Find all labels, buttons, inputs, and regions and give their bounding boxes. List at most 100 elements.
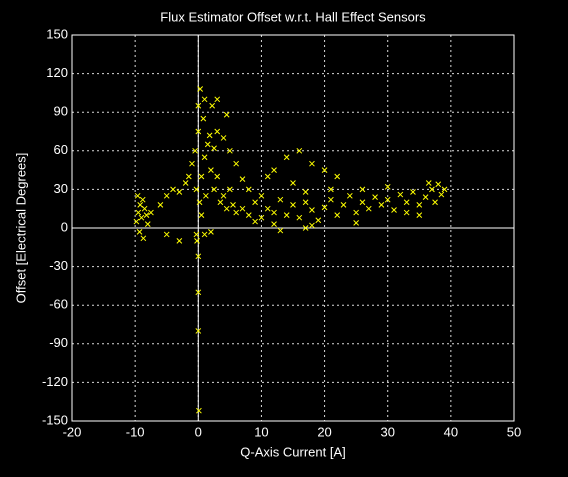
x-tick-label: 50: [507, 424, 521, 439]
point: [277, 227, 284, 234]
point: [189, 160, 195, 167]
point: [135, 209, 142, 216]
point: [435, 181, 442, 188]
point: [209, 102, 216, 109]
point: [252, 199, 258, 206]
point: [192, 147, 198, 154]
point: [233, 160, 240, 167]
point: [176, 189, 183, 195]
point: [196, 407, 202, 414]
point: [239, 205, 246, 212]
point: [223, 205, 230, 212]
point: [170, 186, 176, 193]
x-tick-label: 30: [380, 424, 394, 439]
y-tick-label: 90: [54, 104, 68, 119]
point: [258, 192, 265, 199]
point: [198, 173, 205, 180]
point: [384, 196, 391, 203]
y-tick-label: -120: [42, 374, 68, 389]
point: [271, 221, 277, 227]
point: [321, 167, 328, 173]
point: [283, 154, 290, 161]
point: [148, 209, 154, 216]
x-tick-label: 20: [317, 424, 331, 439]
point: [403, 199, 410, 206]
point: [195, 102, 202, 109]
y-axis-label: Offset [Electrical Degrees]: [13, 153, 28, 304]
point: [397, 191, 404, 198]
point: [264, 173, 271, 180]
point: [309, 207, 315, 213]
y-tick-label: -60: [49, 297, 68, 312]
x-tick-label: 40: [444, 424, 458, 439]
x-tick-label: -10: [126, 424, 145, 439]
point: [214, 96, 221, 103]
point: [141, 205, 148, 212]
point: [283, 212, 290, 218]
point: [334, 173, 341, 180]
point: [252, 218, 258, 225]
point: [227, 186, 233, 193]
point: [208, 167, 214, 173]
point: [201, 231, 208, 238]
point: [233, 209, 240, 216]
point: [378, 201, 385, 208]
point: [384, 183, 391, 190]
point: [372, 194, 378, 200]
point: [302, 189, 309, 195]
x-tick-label: 10: [254, 424, 268, 439]
point: [176, 238, 183, 244]
point: [258, 214, 265, 221]
point: [136, 229, 143, 235]
point: [328, 186, 334, 193]
point: [157, 201, 164, 208]
point: [391, 207, 397, 213]
point: [328, 196, 334, 203]
point: [140, 235, 147, 242]
y-tick-label: -150: [42, 412, 68, 427]
point: [144, 221, 151, 227]
y-tick-label: 60: [54, 142, 68, 157]
point: [438, 191, 445, 198]
point: [425, 180, 432, 186]
point: [214, 173, 221, 180]
point: [290, 180, 296, 186]
point: [198, 212, 205, 218]
point: [359, 199, 366, 206]
y-tick-label: 0: [61, 219, 68, 234]
point: [134, 192, 141, 199]
point: [211, 145, 217, 152]
chart-title: Flux Estimator Offset w.r.t. Hall Effect…: [160, 9, 426, 24]
point: [163, 192, 170, 199]
point: [271, 167, 277, 173]
point: [277, 196, 284, 203]
point: [302, 225, 309, 231]
point: [245, 186, 252, 193]
y-tick-label: 120: [46, 65, 68, 80]
point: [227, 147, 233, 154]
point: [432, 199, 438, 206]
point: [422, 194, 429, 200]
point: [196, 199, 203, 206]
x-axis-label: Q-Axis Current [A]: [240, 444, 345, 459]
point: [201, 96, 208, 103]
point: [200, 115, 207, 122]
point: [139, 196, 146, 203]
point: [223, 111, 230, 118]
point: [340, 201, 347, 208]
point: [204, 141, 211, 148]
point: [163, 231, 170, 238]
point: [211, 186, 217, 193]
x-tick-label: 0: [195, 424, 202, 439]
point: [302, 199, 309, 206]
point: [429, 186, 435, 193]
point: [334, 212, 341, 218]
point: [185, 173, 192, 180]
y-tick-label: -30: [49, 258, 68, 273]
point: [206, 132, 213, 139]
point: [315, 217, 322, 224]
y-tick-label: -90: [49, 335, 68, 350]
y-tick-label: 30: [54, 181, 68, 196]
point: [416, 201, 423, 208]
point: [195, 328, 202, 334]
